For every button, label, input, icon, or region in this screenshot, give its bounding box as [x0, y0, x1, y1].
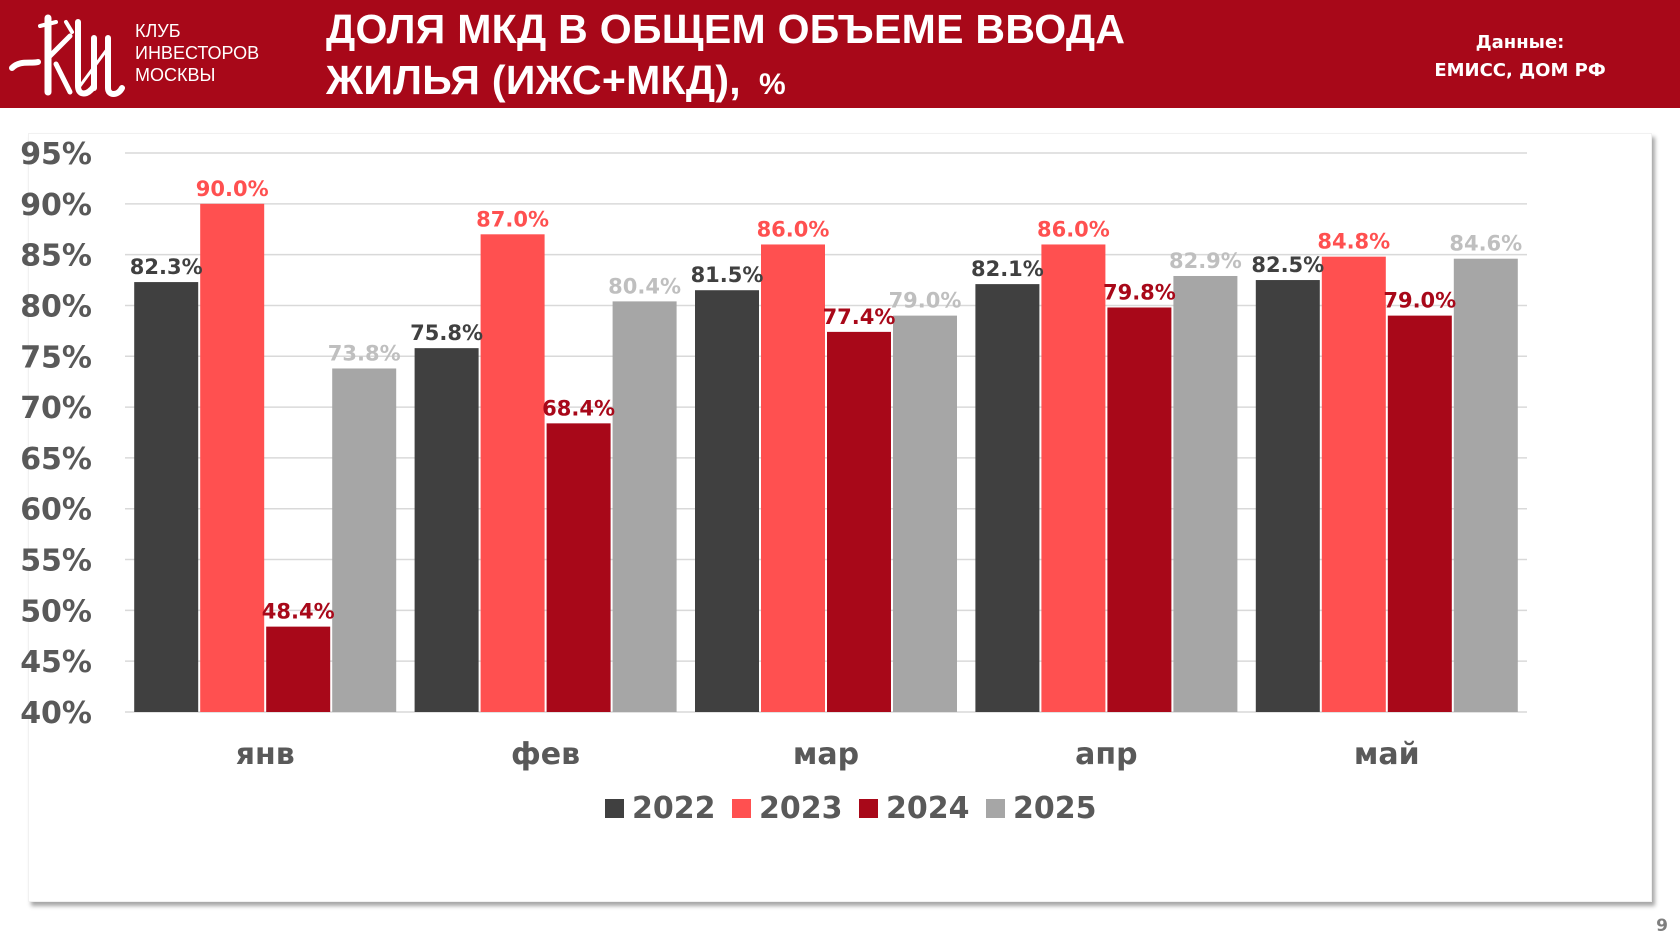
data-source-label: Данные:	[1475, 32, 1565, 53]
slide-title-line1: ДОЛЯ МКД В ОБЩЕМ ОБЪЕМЕ ВВОДА	[326, 6, 1126, 52]
kim-monogram-logo-icon	[9, 14, 125, 97]
legend-label: 2025	[1013, 791, 1097, 826]
data-label: 75.8%	[410, 321, 483, 345]
slide-title-line2: ЖИЛЬЯ (ИЖС+МКД),%	[326, 55, 1125, 110]
data-label: 90.0%	[196, 177, 269, 201]
bars	[134, 203, 1518, 713]
bar-2025-апр	[1173, 275, 1238, 712]
legend-label: 2023	[759, 791, 843, 826]
data-label: 77.4%	[823, 305, 896, 329]
y-tick-label: 80%	[20, 289, 92, 324]
legend-swatch-2024	[859, 799, 878, 818]
y-tick-label: 65%	[20, 442, 92, 477]
legend: 2022 2023 2024 2025	[605, 791, 1097, 826]
legend-swatch-2025	[986, 799, 1005, 818]
data-label: 79.0%	[1383, 289, 1456, 313]
x-axis-ticks: янв фев мар апр май	[236, 737, 1420, 772]
x-tick-label: апр	[1075, 737, 1137, 772]
legend-swatch-2023	[732, 799, 751, 818]
bar-2024-май	[1387, 315, 1452, 712]
y-tick-label: 90%	[20, 188, 92, 223]
bar-2023-фев	[480, 234, 545, 713]
page-number: 9	[1656, 916, 1668, 936]
data-label: 82.3%	[130, 255, 203, 279]
org-name-line: ИНВЕСТОРОВ	[135, 43, 260, 63]
bar-2024-апр	[1107, 307, 1172, 712]
data-label: 79.8%	[1103, 280, 1176, 304]
org-name-line: КЛУБ	[135, 21, 181, 41]
data-label: 82.5%	[1251, 253, 1324, 277]
data-labels: 82.3% 90.0% 48.4% 73.8% 75.8% 87.0% 68.4% 80.4%…	[130, 177, 1522, 624]
y-tick-label: 40%	[20, 696, 92, 731]
data-label: 79.0%	[889, 289, 962, 313]
data-label: 73.8%	[328, 341, 401, 365]
bar-2022-янв	[134, 282, 199, 712]
legend-label: 2024	[886, 791, 970, 826]
bar-2023-апр	[1041, 244, 1106, 713]
bar-2023-май	[1321, 256, 1386, 712]
data-source: Данные: ЕМИСС, ДОМ РФ	[1370, 29, 1670, 85]
y-tick-label: 50%	[20, 594, 92, 629]
data-label: 86.0%	[757, 217, 830, 241]
bar-2024-мар	[827, 331, 891, 712]
y-tick-label: 70%	[20, 391, 92, 426]
y-tick-label: 55%	[20, 544, 92, 579]
data-label: 86.0%	[1037, 217, 1110, 241]
data-label: 84.6%	[1449, 232, 1522, 256]
bar-2022-фев	[414, 348, 479, 712]
data-label: 84.8%	[1317, 230, 1390, 254]
bar-2023-янв	[200, 203, 265, 712]
bar-2024-фев	[546, 423, 611, 712]
data-label: 82.1%	[971, 257, 1044, 281]
header-banner: КЛУБ ИНВЕСТОРОВ МОСКВЫ ДОЛЯ МКД В ОБЩЕМ …	[0, 0, 1680, 108]
data-label: 48.4%	[262, 600, 335, 624]
legend-swatch-2022	[605, 799, 624, 818]
data-source-value: ЕМИСС, ДОМ РФ	[1434, 60, 1606, 81]
x-tick-label: фев	[511, 737, 580, 772]
bar-2025-янв	[332, 368, 397, 712]
bar-2024-янв	[266, 626, 331, 712]
data-label: 82.9%	[1169, 249, 1242, 273]
data-label: 81.5%	[691, 263, 764, 287]
bar-2022-мар	[695, 290, 759, 712]
data-label: 68.4%	[542, 396, 615, 420]
slide-title: ДОЛЯ МКД В ОБЩЕМ ОБЪЕМЕ ВВОДА ЖИЛЬЯ (ИЖС…	[326, 4, 1125, 110]
bar-2022-май	[1255, 280, 1320, 712]
org-name: КЛУБ ИНВЕСТОРОВ МОСКВЫ	[135, 20, 259, 86]
data-label: 87.0%	[476, 207, 549, 231]
bar-2025-май	[1453, 258, 1518, 712]
bar-2025-фев	[612, 301, 677, 712]
y-tick-label: 60%	[20, 493, 92, 528]
y-tick-label: 95%	[20, 137, 92, 172]
bar-2025-мар	[893, 315, 957, 712]
bar-2022-апр	[975, 284, 1040, 712]
slide-title-line2-text: ЖИЛЬЯ (ИЖС+МКД),	[326, 57, 741, 103]
legend-label: 2022	[632, 791, 716, 826]
x-tick-label: мар	[793, 737, 859, 772]
bar-2023-мар	[761, 244, 825, 713]
x-tick-label: янв	[236, 737, 295, 772]
org-name-line: МОСКВЫ	[135, 65, 216, 85]
y-tick-label: 75%	[20, 340, 92, 375]
y-tick-label: 45%	[20, 645, 92, 680]
y-axis-ticks: 40% 45% 50% 55% 60% 65% 70% 75% 80% 85% 90% 95%	[20, 137, 92, 731]
y-tick-label: 85%	[20, 239, 92, 274]
slide-title-unit: %	[759, 68, 786, 101]
data-label: 80.4%	[608, 274, 681, 298]
x-tick-label: май	[1354, 737, 1420, 772]
